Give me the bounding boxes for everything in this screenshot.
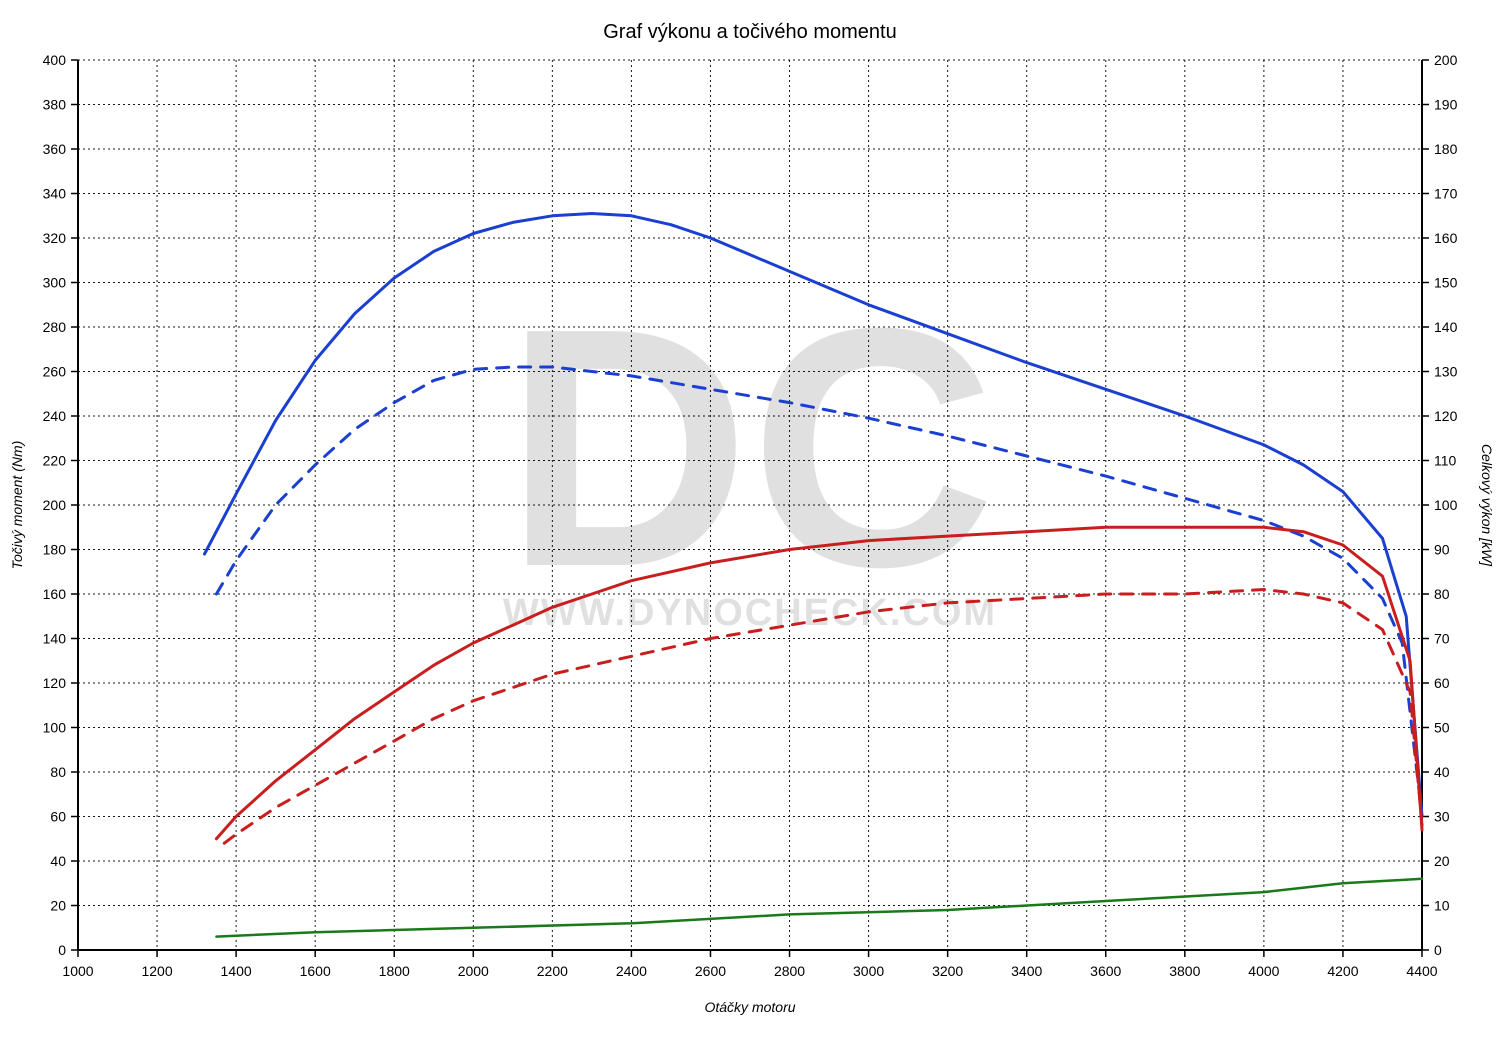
x-tick-label: 2200 [537,963,568,979]
watermark: DCWWW.DYNOCHECK.COM [503,258,997,638]
y-left-tick-label: 320 [43,230,67,246]
y-left-tick-label: 220 [43,453,67,469]
x-tick-label: 1600 [300,963,331,979]
watermark-logo: DC [504,258,995,638]
x-tick-label: 1000 [62,963,93,979]
y-left-tick-label: 20 [50,898,66,914]
y-left-tick-label: 300 [43,275,67,291]
chart-svg: Graf výkonu a točivého momentu DCWWW.DYNO… [0,0,1500,1040]
y-left-tick-label: 180 [43,542,67,558]
y-right-tick-label: 180 [1434,141,1458,157]
y-left-tick-label: 380 [43,97,67,113]
y-right-tick-label: 130 [1434,364,1458,380]
y-right-tick-label: 120 [1434,408,1458,424]
x-tick-label: 3400 [1011,963,1042,979]
y-right-tick-label: 30 [1434,809,1450,825]
y-right-tick-label: 110 [1434,453,1457,469]
y-right-tick-label: 80 [1434,586,1450,602]
y-left-tick-label: 80 [50,764,66,780]
y-right-tick-label: 70 [1434,631,1450,647]
y-left-tick-label: 260 [43,364,67,380]
dyno-chart: Graf výkonu a točivého momentu DCWWW.DYNO… [0,0,1500,1040]
y-left-tick-label: 400 [43,52,67,68]
y-left-tick-label: 60 [50,809,66,825]
y-left-tick-label: 200 [43,497,67,513]
x-tick-label: 3200 [932,963,963,979]
x-tick-label: 1800 [379,963,410,979]
y-left-tick-label: 120 [43,675,67,691]
x-tick-label: 1200 [141,963,172,979]
y-right-tick-label: 200 [1434,52,1458,68]
y-right-tick-label: 40 [1434,764,1450,780]
x-tick-label: 2600 [695,963,726,979]
y-left-tick-label: 280 [43,319,67,335]
y-right-tick-label: 190 [1434,97,1458,113]
y-right-tick-label: 90 [1434,542,1450,558]
y-right-tick-label: 100 [1434,497,1458,513]
y-left-tick-label: 140 [43,631,67,647]
y-right-tick-label: 170 [1434,186,1458,202]
x-tick-label: 2000 [458,963,489,979]
x-tick-label: 4000 [1248,963,1279,979]
x-tick-label: 3800 [1169,963,1200,979]
x-tick-label: 1400 [221,963,252,979]
y-right-tick-label: 140 [1434,319,1458,335]
y-left-tick-label: 40 [50,853,66,869]
x-tick-label: 4400 [1406,963,1437,979]
y-right-tick-label: 150 [1434,275,1458,291]
x-tick-label: 4200 [1327,963,1358,979]
y-left-tick-label: 100 [43,720,67,736]
y-left-tick-label: 240 [43,408,67,424]
x-tick-label: 3600 [1090,963,1121,979]
y-right-tick-label: 10 [1434,898,1450,914]
y-right-tick-label: 160 [1434,230,1458,246]
y-left-axis-label: Točivý moment (Nm) [9,441,25,570]
y-right-axis-label: Celkový výkon [kW] [1479,444,1495,567]
x-tick-label: 3000 [853,963,884,979]
y-right-tick-label: 60 [1434,675,1450,691]
x-axis-label: Otáčky motoru [704,999,795,1015]
y-left-tick-label: 0 [58,942,66,958]
y-right-tick-label: 50 [1434,720,1450,736]
x-tick-label: 2800 [774,963,805,979]
y-right-tick-label: 0 [1434,942,1442,958]
y-left-tick-label: 160 [43,586,67,602]
chart-title: Graf výkonu a točivého momentu [603,21,896,43]
y-right-tick-label: 20 [1434,853,1450,869]
y-left-tick-label: 340 [43,186,67,202]
y-left-tick-label: 360 [43,141,67,157]
x-tick-label: 2400 [616,963,647,979]
